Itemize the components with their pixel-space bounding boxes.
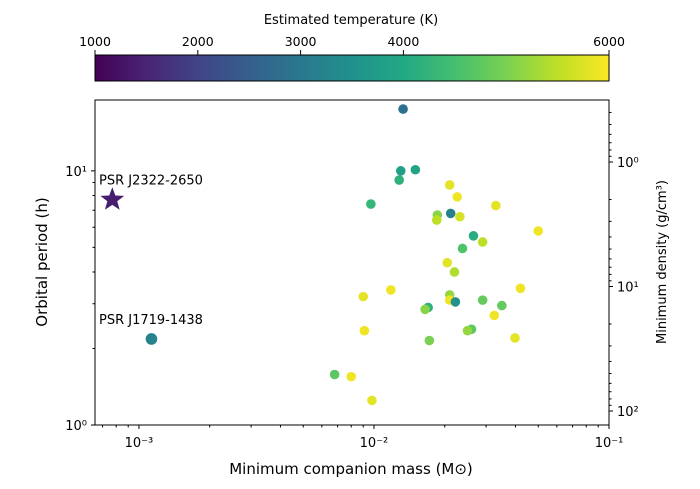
data-point bbox=[329, 369, 340, 380]
data-point bbox=[462, 325, 473, 336]
y-axis-label: Orbital period (h) bbox=[33, 197, 51, 326]
data-point bbox=[431, 215, 442, 225]
data-point bbox=[398, 104, 408, 114]
data-point bbox=[457, 243, 468, 254]
y-tick-label: 10¹ bbox=[65, 165, 87, 180]
data-point bbox=[346, 371, 357, 382]
data-point bbox=[386, 285, 396, 295]
data-point bbox=[533, 226, 544, 236]
pulsar-label: PSR J1719-1438 bbox=[99, 313, 203, 328]
colorbar bbox=[94, 54, 610, 82]
colorbar-tick-label: 2000 bbox=[182, 34, 214, 49]
colorbar-tick-label: 1000 bbox=[79, 34, 111, 49]
data-point bbox=[444, 180, 455, 190]
data-point bbox=[366, 199, 376, 209]
right-tick-label: 10² bbox=[617, 405, 639, 420]
right-tick-label: 10⁰ bbox=[617, 156, 639, 171]
data-points bbox=[329, 104, 544, 406]
data-point bbox=[445, 208, 456, 219]
y-tick-label: 10⁰ bbox=[65, 419, 87, 434]
data-point bbox=[359, 325, 370, 336]
data-point bbox=[424, 335, 435, 346]
data-point bbox=[410, 164, 421, 175]
plot-frame bbox=[94, 99, 610, 426]
x-tick-label: 10⁻¹ bbox=[595, 436, 624, 451]
colorbar-label: Estimated temperature (K) bbox=[264, 13, 438, 28]
data-point bbox=[477, 237, 488, 247]
data-point bbox=[468, 231, 479, 241]
pulsar-label: PSR J2322-2650 bbox=[99, 174, 203, 189]
data-point bbox=[449, 267, 460, 277]
data-point bbox=[477, 295, 488, 305]
x-tick-label: 10⁻² bbox=[360, 436, 389, 451]
x-tick-label: 10⁻³ bbox=[125, 436, 154, 451]
right-tick-label: 10¹ bbox=[617, 281, 639, 296]
right-axis-label: Minimum density (g/cm³) bbox=[655, 180, 670, 344]
data-point bbox=[489, 310, 500, 321]
data-point bbox=[455, 211, 465, 222]
data-point bbox=[515, 283, 526, 294]
data-point bbox=[452, 192, 463, 202]
highlight-point bbox=[145, 333, 158, 345]
data-point bbox=[395, 166, 406, 176]
colorbar-ticks: 1000 2000 3000 4000 6000 bbox=[79, 34, 625, 55]
data-point bbox=[420, 304, 430, 315]
data-point bbox=[358, 291, 369, 302]
data-point bbox=[442, 257, 453, 268]
x-axis-label: Minimum companion mass (M⊙) bbox=[229, 460, 473, 478]
data-point bbox=[491, 200, 501, 211]
data-point bbox=[450, 297, 461, 307]
data-point bbox=[394, 175, 404, 185]
colorbar-tick-label: 6000 bbox=[593, 34, 625, 49]
colorbar-tick-label: 3000 bbox=[285, 34, 317, 49]
y-axis-ticks: 10⁰ 10¹ bbox=[65, 165, 95, 434]
highlighted-pulsars: PSR J2322-2650 PSR J1719-1438 bbox=[99, 174, 203, 345]
data-point bbox=[497, 300, 507, 311]
data-point bbox=[510, 333, 520, 343]
star-marker bbox=[100, 187, 125, 210]
colorbar-tick-label: 4000 bbox=[387, 34, 419, 49]
data-point bbox=[367, 395, 377, 406]
right-axis-ticks: 10⁰ 10¹ 10² bbox=[609, 111, 639, 420]
x-axis-ticks: 10⁻³ 10⁻² 10⁻¹ bbox=[102, 425, 624, 451]
